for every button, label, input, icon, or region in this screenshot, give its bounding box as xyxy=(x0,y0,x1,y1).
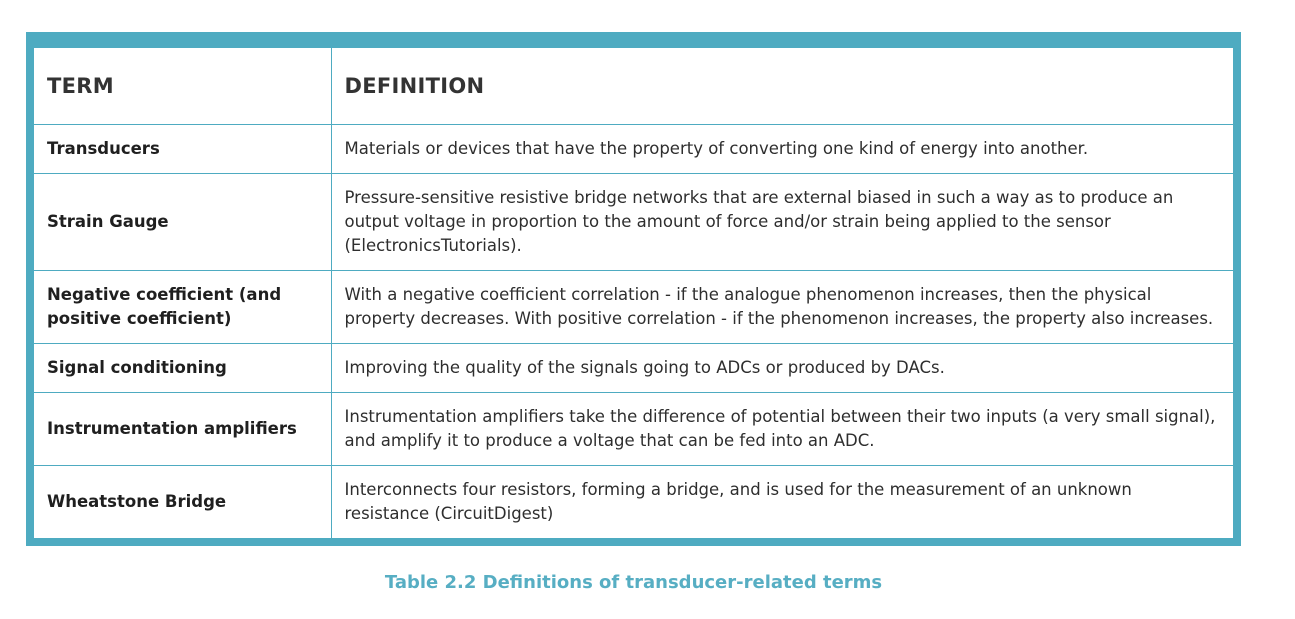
definition-cell: Interconnects four resistors, forming a … xyxy=(330,464,1233,538)
table-caption: Table 2.2 Definitions of transducer-rela… xyxy=(384,572,883,593)
table-header-row: TERM DEFINITION xyxy=(34,48,1233,125)
table-row: Instrumentation amplifiers Instrumentati… xyxy=(34,391,1233,466)
table-row: Transducers Materials or devices that ha… xyxy=(34,123,1233,174)
definition-cell: Materials or devices that have the prope… xyxy=(330,123,1233,174)
term-cell: Wheatstone Bridge xyxy=(34,464,332,538)
definition-cell: With a negative coefficient correlation … xyxy=(330,269,1233,344)
table-row: Wheatstone Bridge Interconnects four res… xyxy=(34,464,1233,538)
term-cell: Strain Gauge xyxy=(34,172,332,271)
term-cell: Signal conditioning xyxy=(34,342,332,393)
definition-cell: Instrumentation amplifiers take the diff… xyxy=(330,391,1233,466)
definitions-table: TERM DEFINITION Transducers Materials or… xyxy=(34,48,1233,538)
term-cell: Transducers xyxy=(34,123,332,174)
definitions-table-frame: TERM DEFINITION Transducers Materials or… xyxy=(26,32,1241,546)
header-definition: DEFINITION xyxy=(330,48,1233,125)
term-cell: Instrumentation amplifiers xyxy=(34,391,332,466)
term-cell: Negative coefficient (and positive coeff… xyxy=(34,269,332,344)
table-row: Strain Gauge Pressure-sensitive resistiv… xyxy=(34,172,1233,271)
table-row: Signal conditioning Improving the qualit… xyxy=(34,342,1233,393)
header-term: TERM xyxy=(34,48,332,125)
definition-cell: Pressure-sensitive resistive bridge netw… xyxy=(330,172,1233,271)
table-row: Negative coefficient (and positive coeff… xyxy=(34,269,1233,344)
definition-cell: Improving the quality of the signals goi… xyxy=(330,342,1233,393)
